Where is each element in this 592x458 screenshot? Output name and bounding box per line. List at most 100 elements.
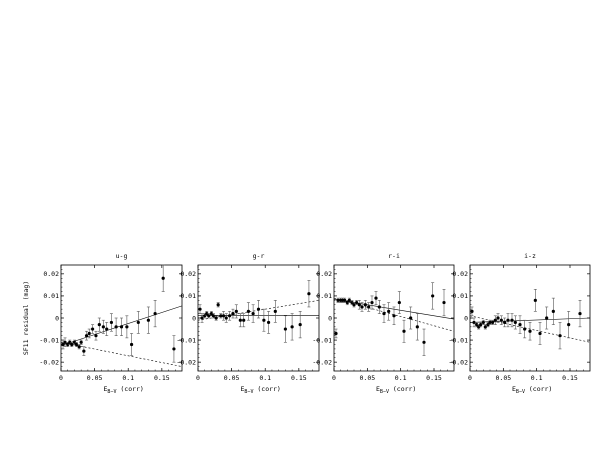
y-tick-label: 0: [55, 314, 59, 322]
panel-title: g-r: [253, 252, 265, 260]
x-axis-label-main: E: [241, 385, 245, 393]
y-tick-label: -0.01: [176, 336, 196, 344]
y-tick-label: -0.02: [39, 358, 59, 366]
x-tick-label: 0.15: [291, 374, 307, 382]
y-axis-label: SF11 residual (mag): [22, 281, 30, 355]
data-point: [227, 314, 232, 318]
plot-frame: [469, 264, 591, 372]
panel-g-r: g-r 0 0.05 0.1 0.15 0.02 0.01 0 -0.01 -0.02 EB−V (…: [176, 252, 320, 395]
data-point: [256, 307, 261, 311]
data-point: [551, 309, 555, 313]
data-point: [114, 325, 118, 329]
data-point: [336, 298, 340, 302]
data-point: [367, 305, 371, 309]
data-point: [203, 314, 207, 318]
data-point: [442, 300, 446, 305]
data-point: [488, 320, 492, 325]
data-point: [350, 300, 354, 305]
x-tick-label: 0.1: [531, 374, 543, 382]
data-point: [402, 329, 406, 333]
data-point: [477, 325, 481, 329]
y-tick-label: 0.02: [452, 270, 468, 278]
data-point: [146, 318, 150, 322]
data-point: [479, 323, 483, 327]
data-point: [307, 292, 311, 296]
data-point: [475, 323, 479, 327]
data-point: [345, 300, 349, 305]
data-point: [246, 309, 251, 313]
data-point: [382, 311, 386, 316]
data-point: [211, 314, 216, 318]
x-axis-label-subscript: B−V: [107, 389, 116, 395]
data-point: [198, 307, 202, 311]
data-point: [347, 298, 351, 302]
y-tick-label: 0: [192, 314, 196, 322]
data-point: [221, 314, 226, 318]
data-point: [409, 316, 413, 320]
y-tick-label: 0.01: [43, 292, 59, 300]
y-tick-label: 0.01: [316, 292, 332, 300]
data-point: [161, 276, 165, 280]
data-point: [205, 311, 209, 316]
x-axis-label-main: E: [376, 385, 380, 393]
data-point: [129, 342, 134, 347]
y-tick-label: 0.01: [180, 292, 196, 300]
data-point: [513, 320, 517, 325]
x-tick-label: 0.05: [496, 374, 512, 382]
panel-title: r-i: [388, 252, 400, 260]
data-point: [567, 323, 571, 327]
data-point: [74, 342, 79, 347]
x-axis-label-suffix: (corr): [116, 385, 143, 393]
data-point: [506, 318, 510, 322]
x-tick-label: 0.05: [87, 374, 103, 382]
data-point: [119, 325, 124, 329]
x-tick-label: 0: [196, 374, 200, 382]
data-point: [82, 349, 86, 353]
data-point: [172, 347, 176, 351]
x-tick-label: 0.1: [122, 374, 134, 382]
data-point: [558, 334, 562, 338]
data-point: [528, 329, 532, 333]
panel-r-i: r-i 0 0.05 0.1 0.15 0.02 0.01 0 -0.01 -0.02 EB−V (…: [312, 252, 455, 395]
data-point: [370, 300, 374, 305]
y-tick-label: 0.02: [180, 270, 196, 278]
data-point: [234, 309, 238, 313]
y-tick-label: 0.02: [316, 270, 332, 278]
x-tick-label: 0.05: [224, 374, 240, 382]
data-point: [101, 325, 105, 329]
data-point: [214, 316, 218, 320]
y-tick-label: 0.01: [452, 292, 468, 300]
x-axis-label-subscript: B−V: [380, 389, 389, 395]
data-point: [377, 305, 381, 309]
data-point: [357, 303, 361, 307]
data-point: [262, 318, 266, 322]
data-point: [533, 298, 537, 302]
y-tick-label: -0.01: [312, 336, 332, 344]
y-tick-label: 0.02: [43, 270, 59, 278]
panel-i-z: i-z 0 0.05 0.1 0.15 0.02 0.01 0 -0.01 -0.02 EB−V (…: [448, 252, 591, 395]
data-point: [472, 320, 476, 325]
data-point: [200, 316, 204, 320]
data-point: [483, 325, 487, 329]
data-point: [290, 325, 294, 329]
data-point: [209, 311, 214, 316]
data-point: [109, 320, 114, 325]
data-point: [84, 334, 89, 338]
data-point: [97, 323, 101, 327]
panel-title: u-g: [116, 252, 128, 260]
data-point: [216, 303, 220, 307]
data-point: [363, 303, 367, 307]
data-point: [251, 311, 255, 316]
data-point: [352, 303, 356, 307]
data-point: [61, 342, 65, 347]
x-tick-label: 0.1: [395, 374, 407, 382]
data-point: [273, 309, 277, 313]
x-tick-label: 0: [332, 374, 336, 382]
y-tick-label: 0: [328, 314, 332, 322]
data-point: [392, 314, 396, 318]
data-point: [207, 314, 211, 318]
data-point: [231, 311, 235, 316]
y-tick-label: -0.01: [39, 336, 59, 344]
data-point: [397, 300, 401, 305]
